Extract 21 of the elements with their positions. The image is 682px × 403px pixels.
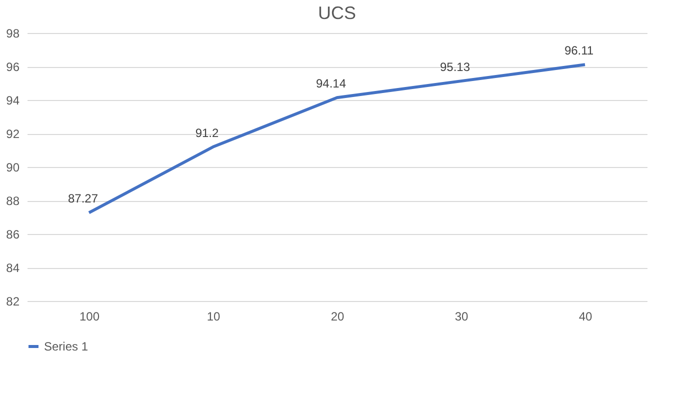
y-tick-label: 94 bbox=[6, 94, 20, 108]
x-tick-label: 20 bbox=[330, 310, 344, 324]
y-tick-label: 88 bbox=[6, 194, 20, 208]
x-tick-label: 10 bbox=[206, 310, 220, 324]
legend-label: Series 1 bbox=[44, 340, 88, 354]
y-tick-label: 84 bbox=[6, 261, 20, 275]
data-label: 95.13 bbox=[440, 60, 470, 74]
data-label: 96.11 bbox=[564, 44, 594, 58]
y-tick-label: 90 bbox=[6, 160, 20, 174]
x-tick-label: 100 bbox=[79, 310, 100, 324]
y-tick-label: 86 bbox=[6, 228, 20, 242]
y-tick-label: 96 bbox=[6, 60, 20, 74]
data-label: 87.27 bbox=[68, 192, 98, 206]
data-label: 94.14 bbox=[316, 76, 346, 91]
data-label: 91.2 bbox=[195, 126, 219, 140]
chart-title: UCS bbox=[318, 3, 356, 23]
x-tick-label: 40 bbox=[578, 310, 592, 324]
x-tick-label: 30 bbox=[454, 310, 468, 324]
y-tick-label: 82 bbox=[6, 294, 20, 308]
y-tick-label: 98 bbox=[6, 26, 20, 40]
y-tick-label: 92 bbox=[6, 127, 20, 141]
